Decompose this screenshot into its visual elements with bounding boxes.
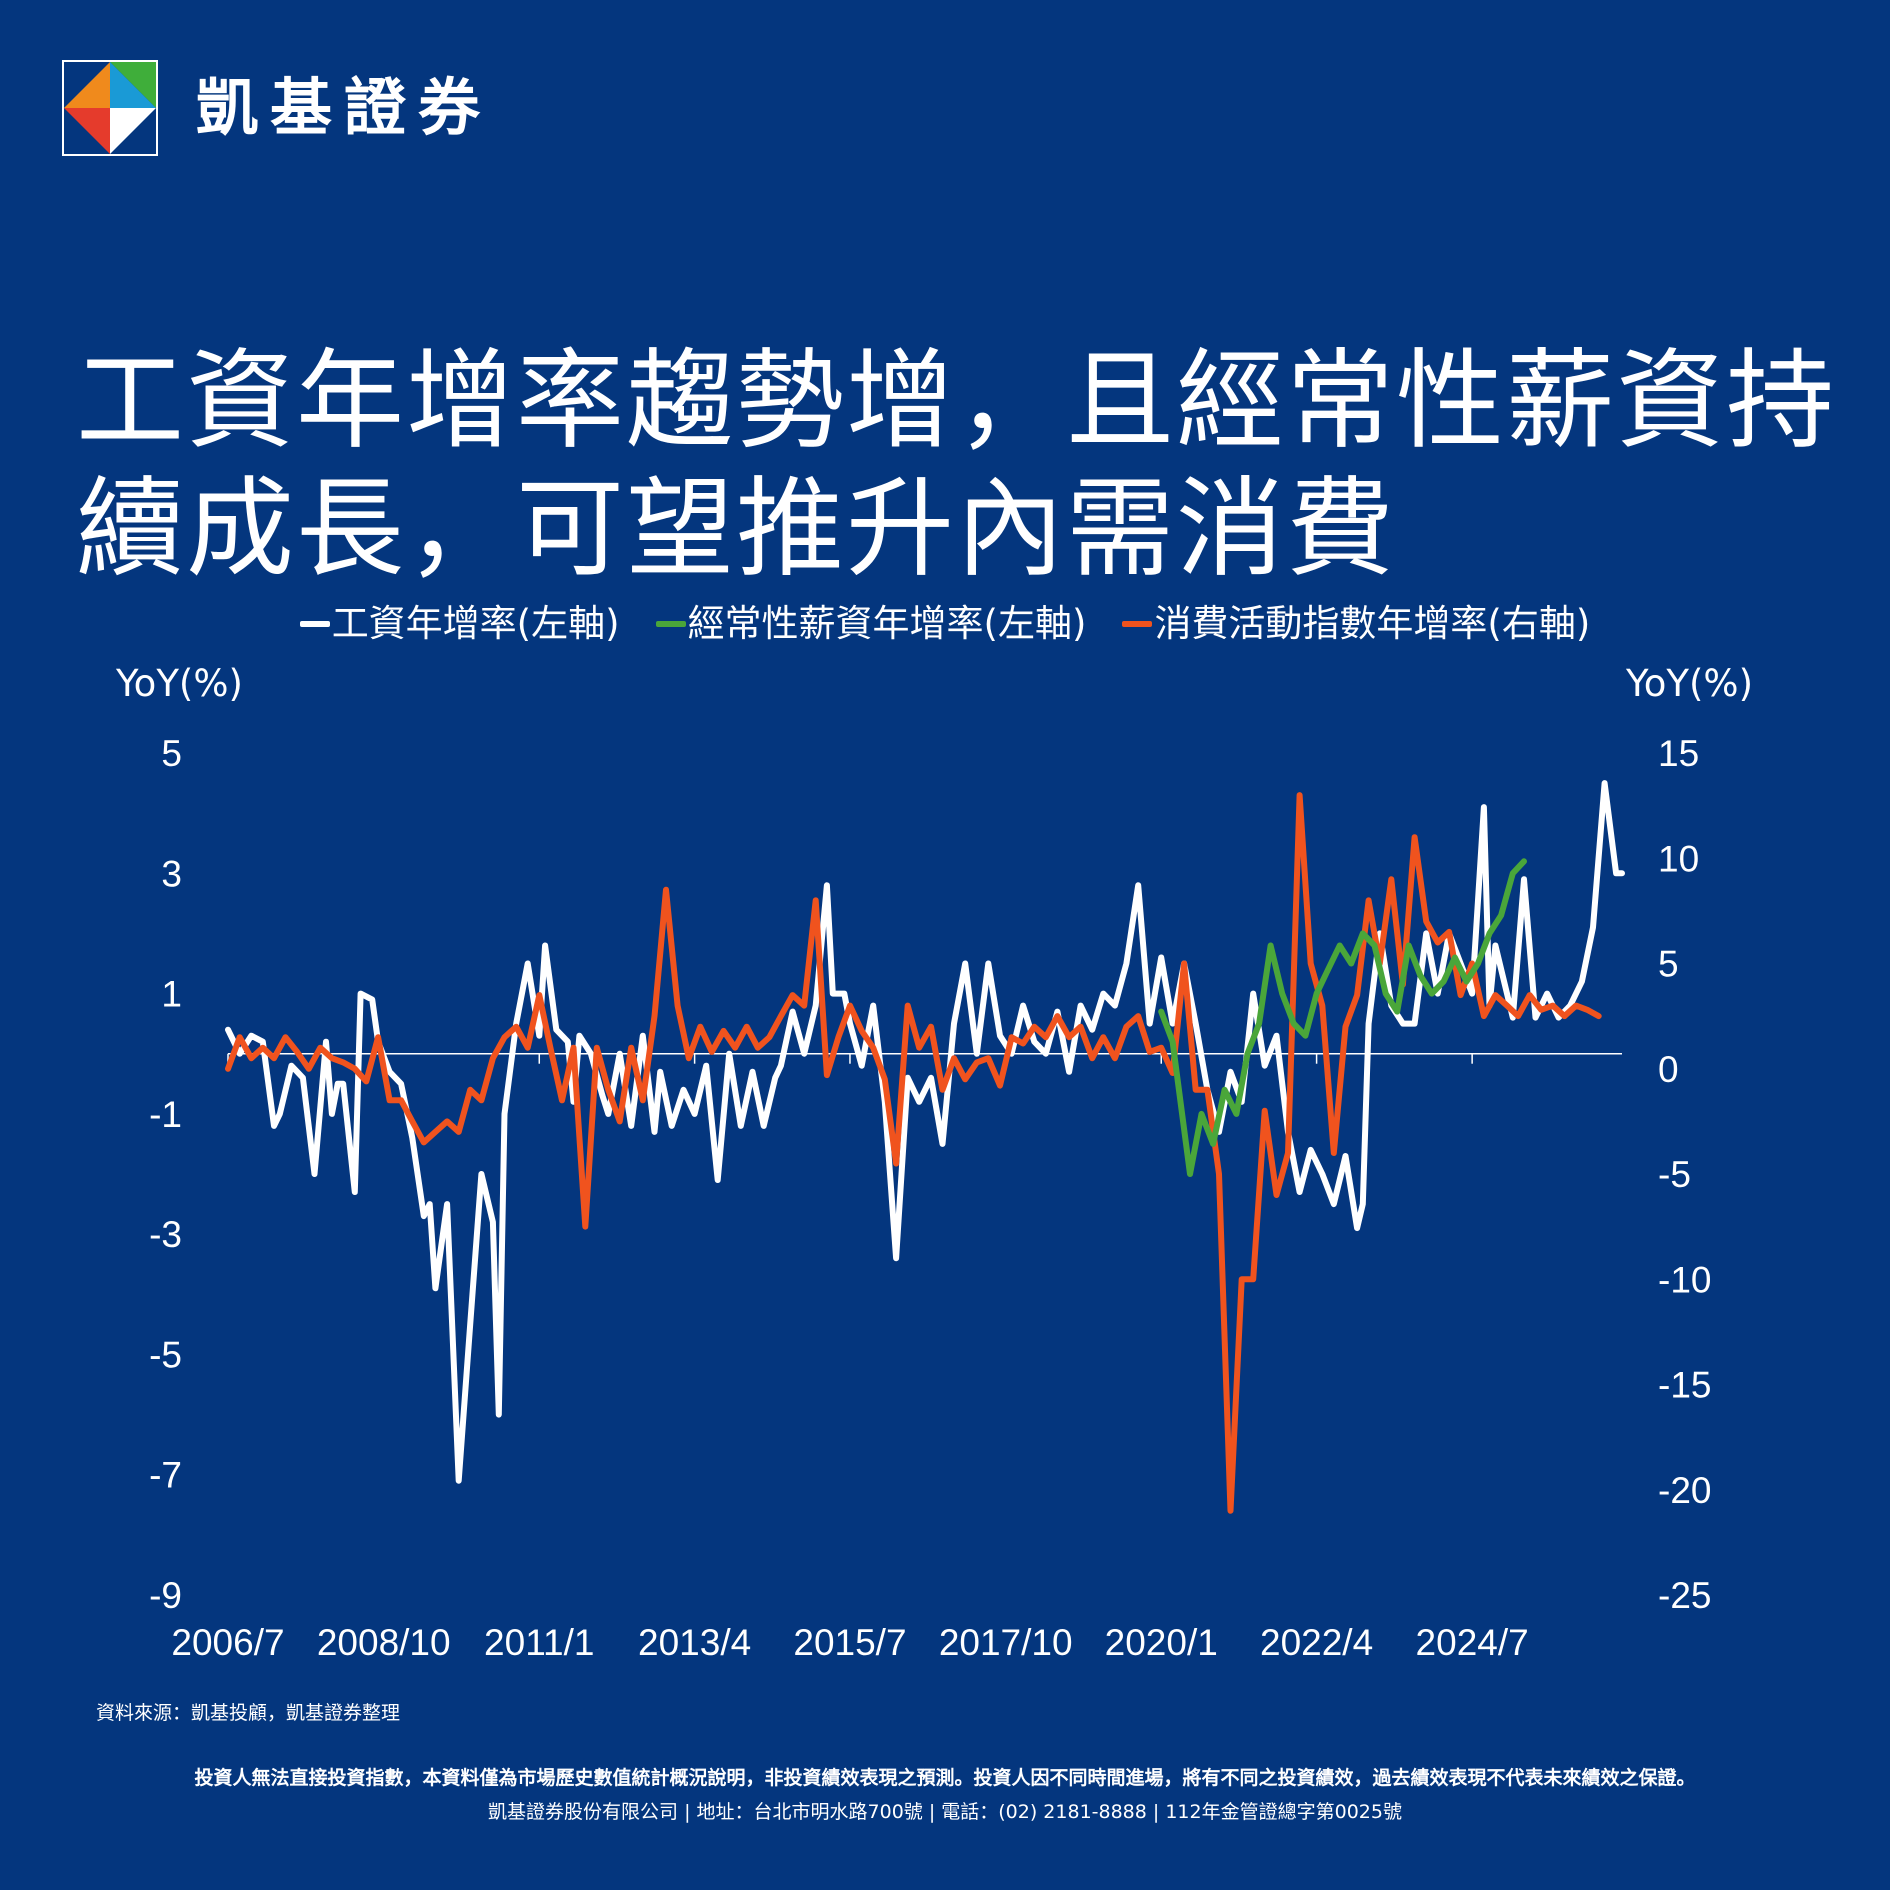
- left-tick-label: -5: [149, 1334, 182, 1375]
- right-tick-label: -20: [1658, 1470, 1711, 1511]
- legend-swatch-consumption: [1122, 621, 1153, 627]
- left-tick-label: 3: [161, 853, 182, 894]
- chart-legend: 工資年增率(左軸) 經常性薪資年增率(左軸) 消費活動指數年增率(右軸): [0, 600, 1890, 648]
- legend-label-consumption: 消費活動指數年增率(右軸): [1154, 602, 1591, 645]
- disclaimer-text: 投資人無法直接投資指數，本資料僅為市場歷史數值統計概況說明，非投資績效表現之預測…: [194, 1767, 1696, 1789]
- right-tick-label: 10: [1658, 838, 1699, 879]
- series-layer: [225, 780, 1625, 1514]
- x-tick-label: 2011/1: [484, 1622, 594, 1663]
- right-tick-label: -15: [1658, 1365, 1711, 1406]
- title-line-1: 工資年增率趨勢增，且經常性薪資持: [76, 339, 1837, 464]
- left-tick-label: 5: [161, 733, 182, 774]
- legend-swatch-regular: [655, 621, 686, 627]
- legend-item-regular: 經常性薪資年增率(左軸): [655, 600, 1087, 648]
- series-line-wage: [225, 780, 1625, 1484]
- right-axis-unit: YoY(%): [1626, 662, 1753, 705]
- legend-label-regular: 經常性薪資年增率(左軸): [687, 602, 1087, 645]
- page-title: 工資年增率趨勢增，且經常性薪資持 續成長，可望推升內需消費: [76, 338, 1856, 594]
- x-tick-label: 2008/10: [317, 1622, 451, 1663]
- data-source-note: 資料來源：凱基投顧，凱基證券整理: [96, 1702, 401, 1724]
- brand-logo: [62, 60, 158, 156]
- right-tick-label: -10: [1658, 1259, 1711, 1300]
- brand-name: 凱基證券: [196, 71, 493, 144]
- left-tick-label: -7: [149, 1455, 182, 1496]
- x-tick-label: 2017/10: [939, 1622, 1073, 1663]
- right-tick-label: -5: [1658, 1154, 1691, 1195]
- left-tick-label: -1: [149, 1094, 182, 1135]
- x-tick-label: 2024/7: [1416, 1622, 1529, 1663]
- left-tick-label: 1: [161, 974, 182, 1015]
- x-tick-label: 2013/4: [638, 1622, 751, 1663]
- legend-label-wage: 工資年增率(左軸): [331, 602, 620, 645]
- legend-item-wage: 工資年增率(左軸): [299, 600, 620, 648]
- right-tick-label: 0: [1658, 1049, 1679, 1090]
- left-axis-unit: YoY(%): [116, 662, 243, 705]
- series-line-consumption: [225, 792, 1602, 1514]
- title-line-2: 續成長，可望推升內需消費: [76, 467, 1397, 592]
- left-tick-label: -3: [149, 1214, 182, 1255]
- right-tick-label: 15: [1658, 733, 1699, 774]
- x-tick-label: 2006/7: [171, 1622, 284, 1663]
- right-axis-ticks: 15 10 5 0 -5 -10 -15 -20 -25: [1658, 733, 1711, 1616]
- legend-swatch-wage: [299, 621, 330, 627]
- company-info: 凱基證券股份有限公司 | 地址：台北市明水路700號 | 電話：(02) 218…: [488, 1801, 1402, 1823]
- left-tick-label: -9: [149, 1575, 182, 1616]
- series-line-regular: [1158, 858, 1527, 1177]
- right-tick-label: 5: [1658, 944, 1679, 985]
- legend-item-consumption: 消費活動指數年增率(右軸): [1122, 600, 1590, 648]
- x-tick-label: 2015/7: [793, 1622, 906, 1663]
- x-tick-label: 2020/1: [1105, 1622, 1218, 1663]
- x-tick-label: 2022/4: [1260, 1622, 1373, 1663]
- right-tick-label: -25: [1658, 1575, 1711, 1616]
- left-axis-ticks: 5 3 1 -1 -3 -5 -7 -9: [149, 733, 182, 1616]
- x-axis-ticks: 2006/7 2008/10 2011/1 2013/4 2015/7 2017/10 20…: [171, 1053, 1529, 1663]
